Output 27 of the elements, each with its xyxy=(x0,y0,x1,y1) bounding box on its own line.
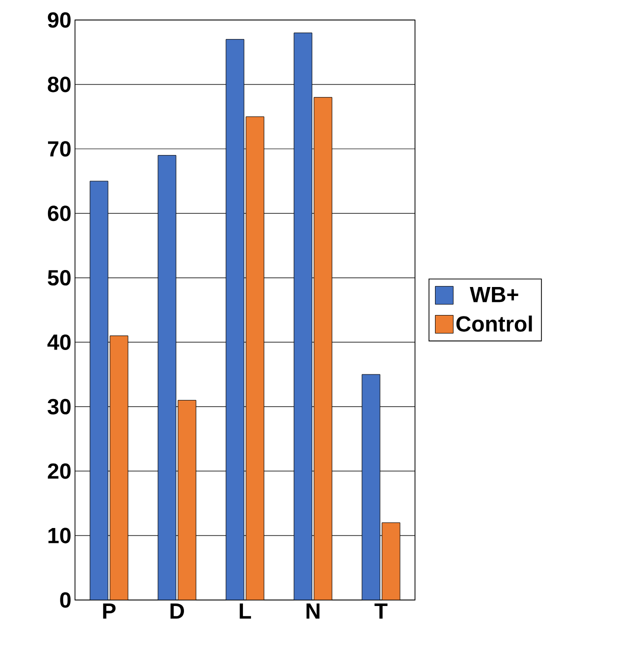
bar xyxy=(314,97,332,600)
y-tick-label: 20 xyxy=(48,463,71,479)
y-tick-label: 60 xyxy=(48,206,71,222)
x-tick-label: L xyxy=(240,604,252,619)
bar xyxy=(226,39,244,600)
y-tick-label: 40 xyxy=(47,334,71,350)
bar xyxy=(110,336,128,600)
x-tick-label: D xyxy=(170,604,184,619)
bar xyxy=(294,32,312,600)
y-tick-label: 80 xyxy=(48,76,71,92)
y-tick-label: 0 xyxy=(60,592,71,608)
bar xyxy=(246,116,264,600)
x-tick-label: N xyxy=(306,604,320,619)
legend-label: WB+ xyxy=(470,287,518,302)
legend-label: Control xyxy=(456,316,532,332)
bar xyxy=(362,374,380,600)
y-tick-label: 10 xyxy=(48,528,71,544)
y-tick-label: 70 xyxy=(48,141,71,157)
x-tick-label: T xyxy=(374,604,388,619)
y-tick-label: 90 xyxy=(48,12,71,28)
y-tick-label: 50 xyxy=(48,270,71,286)
x-tick-label: P xyxy=(103,604,116,619)
y-tick-label: 30 xyxy=(48,398,71,414)
bar xyxy=(178,400,196,600)
bar xyxy=(158,155,176,600)
bar xyxy=(90,180,108,600)
bar xyxy=(382,522,400,600)
